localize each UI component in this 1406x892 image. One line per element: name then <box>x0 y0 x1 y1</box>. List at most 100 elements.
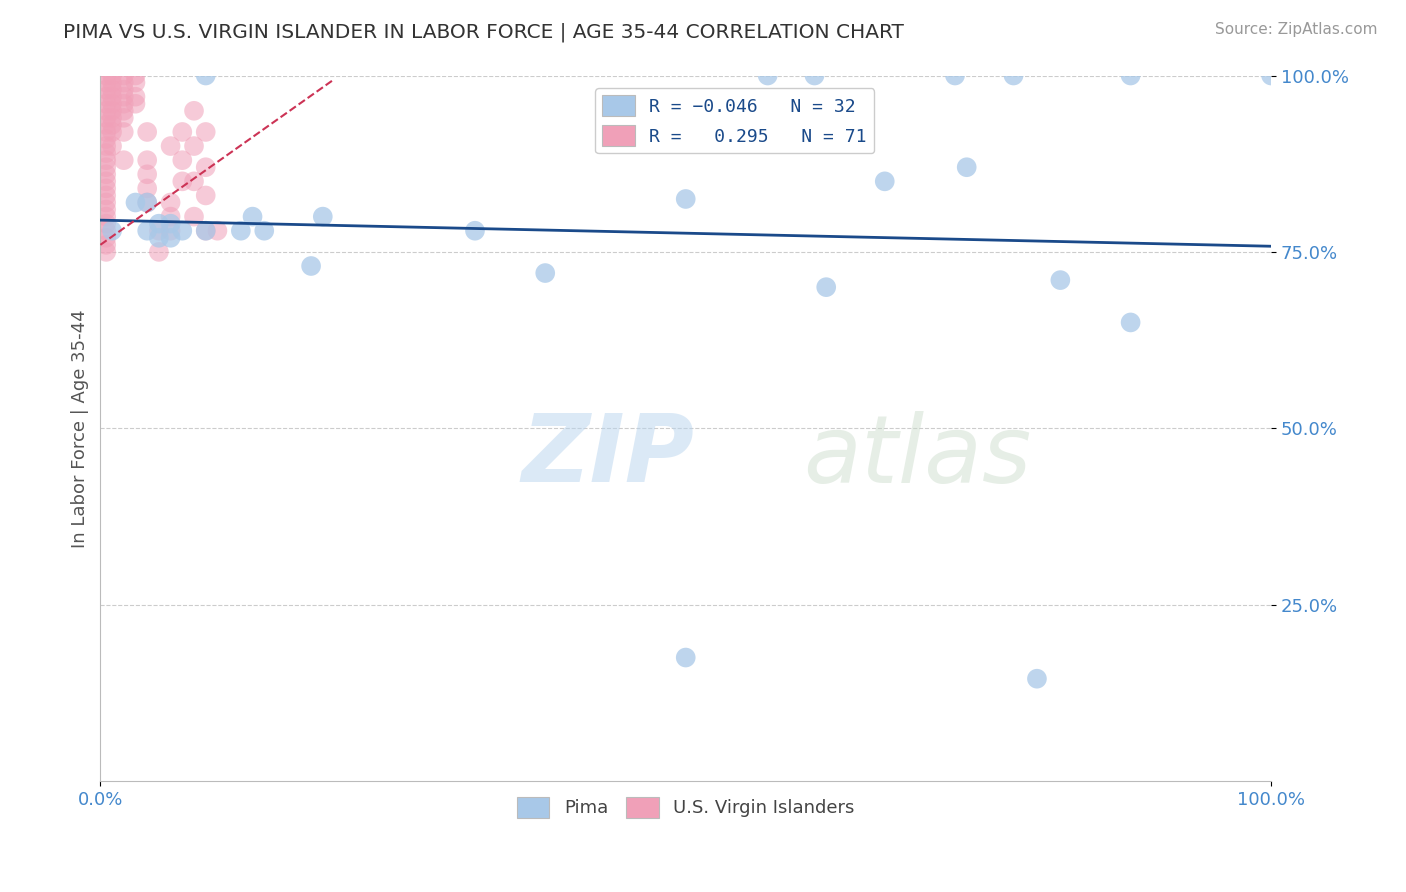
Point <box>1119 69 1142 83</box>
Point <box>136 195 159 210</box>
Point <box>96 111 118 125</box>
Text: ZIP: ZIP <box>522 410 695 502</box>
Point <box>207 224 229 238</box>
Point <box>96 89 118 103</box>
Point <box>148 231 170 245</box>
Point <box>534 266 557 280</box>
Point <box>96 96 118 111</box>
Point <box>1119 315 1142 329</box>
Point <box>873 174 896 188</box>
Text: Source: ZipAtlas.com: Source: ZipAtlas.com <box>1215 22 1378 37</box>
Point <box>112 111 135 125</box>
Point <box>183 210 205 224</box>
Point <box>96 244 118 259</box>
Point <box>159 139 181 153</box>
Point <box>253 224 276 238</box>
Point <box>159 210 181 224</box>
Point <box>183 174 205 188</box>
Point <box>803 69 825 83</box>
Point <box>112 125 135 139</box>
Point <box>112 103 135 118</box>
Point <box>172 153 194 168</box>
Point <box>96 160 118 174</box>
Point <box>96 132 118 146</box>
Point <box>1049 273 1071 287</box>
Point <box>101 118 124 132</box>
Point <box>112 89 135 103</box>
Point <box>96 181 118 195</box>
Point <box>101 139 124 153</box>
Point <box>124 76 146 90</box>
Legend: Pima, U.S. Virgin Islanders: Pima, U.S. Virgin Islanders <box>510 789 862 825</box>
Point <box>183 103 205 118</box>
Point <box>96 202 118 217</box>
Point <box>101 125 124 139</box>
Point <box>159 231 181 245</box>
Point <box>124 96 146 111</box>
Point <box>96 174 118 188</box>
Point <box>136 224 159 238</box>
Point <box>136 125 159 139</box>
Point <box>101 89 124 103</box>
Point <box>112 96 135 111</box>
Point <box>112 153 135 168</box>
Point <box>464 224 486 238</box>
Point <box>96 231 118 245</box>
Point <box>1260 69 1282 83</box>
Point <box>112 69 135 83</box>
Point <box>96 167 118 181</box>
Point <box>159 195 181 210</box>
Point <box>136 195 159 210</box>
Point <box>96 76 118 90</box>
Point <box>675 192 697 206</box>
Y-axis label: In Labor Force | Age 35-44: In Labor Force | Age 35-44 <box>72 309 89 548</box>
Point <box>96 188 118 202</box>
Point <box>96 217 118 231</box>
Point <box>943 69 966 83</box>
Point <box>112 82 135 96</box>
Point <box>756 69 779 83</box>
Point <box>101 76 124 90</box>
Point <box>229 224 252 238</box>
Point <box>101 69 124 83</box>
Point <box>124 69 146 83</box>
Point <box>96 195 118 210</box>
Point <box>148 217 170 231</box>
Point <box>194 69 217 83</box>
Point <box>96 69 118 83</box>
Point <box>194 224 217 238</box>
Point <box>183 139 205 153</box>
Text: atlas: atlas <box>803 411 1031 502</box>
Point <box>96 146 118 161</box>
Point <box>96 118 118 132</box>
Point <box>242 210 264 224</box>
Point <box>194 224 217 238</box>
Point <box>159 217 181 231</box>
Point <box>101 224 124 238</box>
Point <box>136 167 159 181</box>
Point <box>194 188 217 202</box>
Point <box>159 224 181 238</box>
Point <box>172 224 194 238</box>
Point <box>299 259 322 273</box>
Point <box>194 160 217 174</box>
Point <box>96 82 118 96</box>
Point <box>96 103 118 118</box>
Point <box>124 89 146 103</box>
Point <box>194 125 217 139</box>
Point <box>96 153 118 168</box>
Point <box>312 210 335 224</box>
Point <box>172 174 194 188</box>
Point <box>101 111 124 125</box>
Point <box>96 139 118 153</box>
Point <box>101 82 124 96</box>
Point <box>96 210 118 224</box>
Point <box>1026 672 1049 686</box>
Point <box>96 224 118 238</box>
Point <box>675 650 697 665</box>
Point <box>956 160 979 174</box>
Point <box>1002 69 1025 83</box>
Point <box>101 103 124 118</box>
Point <box>172 125 194 139</box>
Text: PIMA VS U.S. VIRGIN ISLANDER IN LABOR FORCE | AGE 35-44 CORRELATION CHART: PIMA VS U.S. VIRGIN ISLANDER IN LABOR FO… <box>63 22 904 42</box>
